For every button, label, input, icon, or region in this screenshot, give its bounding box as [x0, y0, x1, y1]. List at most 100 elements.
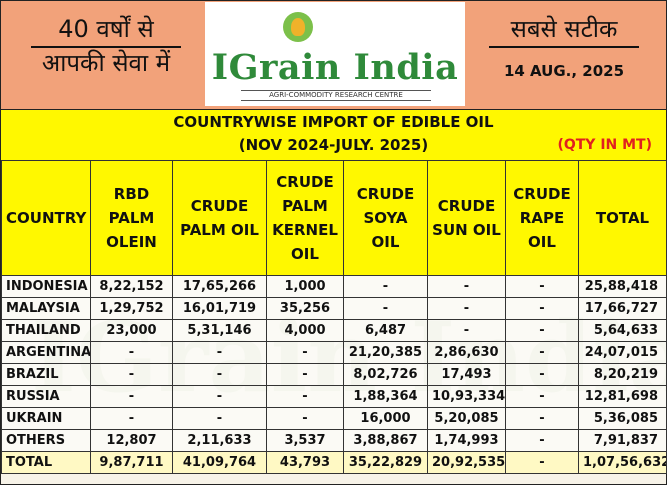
quantity-cell: -	[505, 363, 579, 386]
country-cell: ARGENTINA	[1, 341, 91, 364]
column-header: COUNTRY	[1, 160, 91, 276]
quantity-cell: 1,74,993	[427, 429, 506, 452]
total-cell: 1,07,56,632	[578, 451, 667, 474]
table-row: OTHERS 12,807 2,11,633 3,537 3,88,867 1,74,99…	[1, 429, 667, 452]
table-row: THAILAND 23,000 5,31,146 4,000 6,487- -5,64,6…	[1, 319, 667, 342]
quantity-cell: -	[343, 275, 428, 298]
total-cell: 25,88,418	[578, 275, 667, 298]
divider	[31, 46, 181, 48]
quantity-cell: -	[505, 429, 579, 452]
country-cell: UKRAIN	[1, 407, 91, 430]
column-header: RBD PALM OLEIN	[90, 160, 173, 276]
report-title: COUNTRYWISE IMPORT OF EDIBLE OIL	[173, 113, 494, 131]
quantity-cell: 2,11,633	[172, 429, 267, 452]
table-row: UKRAIN - - -16,000 5,20,085-5,36,085	[1, 407, 667, 430]
tagline-left-line1: 40 वर्षों से	[58, 15, 154, 43]
quantity-cell: 3,88,867	[343, 429, 428, 452]
quantity-cell: 35,256	[266, 297, 344, 320]
total-cell: 5,36,085	[578, 407, 667, 430]
country-cell: INDONESIA	[1, 275, 91, 298]
quantity-cell: 1,88,364	[343, 385, 428, 408]
column-header: TOTAL	[578, 160, 667, 276]
tagline-left: 40 वर्षों से आपकी सेवा में	[9, 7, 203, 103]
country-cell: TOTAL	[1, 451, 91, 474]
quantity-cell: 9,87,711	[90, 451, 173, 474]
quantity-cell: -	[427, 297, 506, 320]
quantity-unit: (QTY IN MT)	[557, 137, 652, 153]
quantity-cell: 3,537	[266, 429, 344, 452]
quantity-cell: 1,000	[266, 275, 344, 298]
quantity-cell: 8,02,726	[343, 363, 428, 386]
brand-subtitle: AGRI-COMMODITY RESEARCH CENTRE	[241, 90, 431, 101]
quantity-cell: 5,20,085	[427, 407, 506, 430]
quantity-cell: -	[90, 407, 173, 430]
title-bar: COUNTRYWISE IMPORT OF EDIBLE OIL (NOV 20…	[1, 109, 666, 161]
table-row: MALAYSIA 1,29,752 16,01,719 35,256- - -17,66,…	[1, 297, 667, 320]
brand-logo: IGrain India AGRI-COMMODITY RESEARCH CEN…	[205, 2, 465, 106]
quantity-cell: -	[90, 385, 173, 408]
header-banner: 40 वर्षों से आपकी सेवा में IGrain India …	[1, 1, 666, 109]
quantity-cell: -	[90, 341, 173, 364]
table-header-row: COUNTRY RBD PALM OLEIN CRUDE PALM OIL CRUDE PAL…	[1, 160, 667, 276]
quantity-cell: 41,09,764	[172, 451, 267, 474]
quantity-cell: -	[505, 451, 579, 474]
table-body: INDONESIA 8,22,152 17,65,266 1,000- - -25,88,…	[1, 275, 667, 474]
quantity-cell: 20,92,535	[427, 451, 506, 474]
total-cell: 8,20,219	[578, 363, 667, 386]
table-row: TOTAL 9,87,711 41,09,764 43,793 35,22,829 20,…	[1, 451, 667, 474]
table-row: ARGENTINA - - -21,20,385 2,86,630-24,07,015	[1, 341, 667, 364]
country-cell: RUSSIA	[1, 385, 91, 408]
quantity-cell: 10,93,334	[427, 385, 506, 408]
quantity-cell: 16,01,719	[172, 297, 267, 320]
total-cell: 12,81,698	[578, 385, 667, 408]
quantity-cell: -	[172, 363, 267, 386]
brand-name: IGrain India	[211, 47, 459, 88]
quantity-cell: 5,31,146	[172, 319, 267, 342]
quantity-cell: 2,86,630	[427, 341, 506, 364]
quantity-cell: -	[266, 407, 344, 430]
quantity-cell: 1,29,752	[90, 297, 173, 320]
column-header: CRUDE SOYA OIL	[343, 160, 428, 276]
tagline-right-line1: सबसे सटीक	[510, 15, 618, 43]
quantity-cell: 23,000	[90, 319, 173, 342]
divider	[489, 46, 639, 48]
country-cell: OTHERS	[1, 429, 91, 452]
import-table: COUNTRY RBD PALM OLEIN CRUDE PALM OIL CRUDE PAL…	[1, 160, 667, 474]
grain-logo-icon	[283, 12, 313, 42]
quantity-cell: 16,000	[343, 407, 428, 430]
quantity-cell: 6,487	[343, 319, 428, 342]
tagline-left-line2: आपकी सेवा में	[41, 49, 171, 77]
country-cell: MALAYSIA	[1, 297, 91, 320]
tagline-right: सबसे सटीक 14 AUG., 2025	[467, 7, 661, 103]
quantity-cell: -	[505, 385, 579, 408]
quantity-cell: -	[505, 407, 579, 430]
column-header: CRUDE PALM KERNEL OIL	[266, 160, 344, 276]
total-cell: 24,07,015	[578, 341, 667, 364]
quantity-cell: 35,22,829	[343, 451, 428, 474]
column-header: CRUDE PALM OIL	[172, 160, 267, 276]
quantity-cell: -	[172, 407, 267, 430]
quantity-cell: -	[343, 297, 428, 320]
total-cell: 17,66,727	[578, 297, 667, 320]
quantity-cell: 21,20,385	[343, 341, 428, 364]
report-date: 14 AUG., 2025	[503, 62, 625, 80]
quantity-cell: -	[172, 341, 267, 364]
quantity-cell: -	[505, 275, 579, 298]
total-cell: 5,64,633	[578, 319, 667, 342]
quantity-cell: 4,000	[266, 319, 344, 342]
quantity-cell: -	[505, 341, 579, 364]
total-cell: 7,91,837	[578, 429, 667, 452]
country-cell: BRAZIL	[1, 363, 91, 386]
quantity-cell: -	[505, 297, 579, 320]
report-period: (NOV 2024-JULY. 2025)	[238, 136, 429, 154]
table-row: INDONESIA 8,22,152 17,65,266 1,000- - -25,88,…	[1, 275, 667, 298]
quantity-cell: -	[266, 363, 344, 386]
quantity-cell: -	[427, 319, 506, 342]
table-row: BRAZIL - - -8,02,726 17,493-8,20,219	[1, 363, 667, 386]
column-header: CRUDE SUN OIL	[427, 160, 506, 276]
country-cell: THAILAND	[1, 319, 91, 342]
quantity-cell: 12,807	[90, 429, 173, 452]
quantity-cell: 8,22,152	[90, 275, 173, 298]
quantity-cell: -	[505, 319, 579, 342]
